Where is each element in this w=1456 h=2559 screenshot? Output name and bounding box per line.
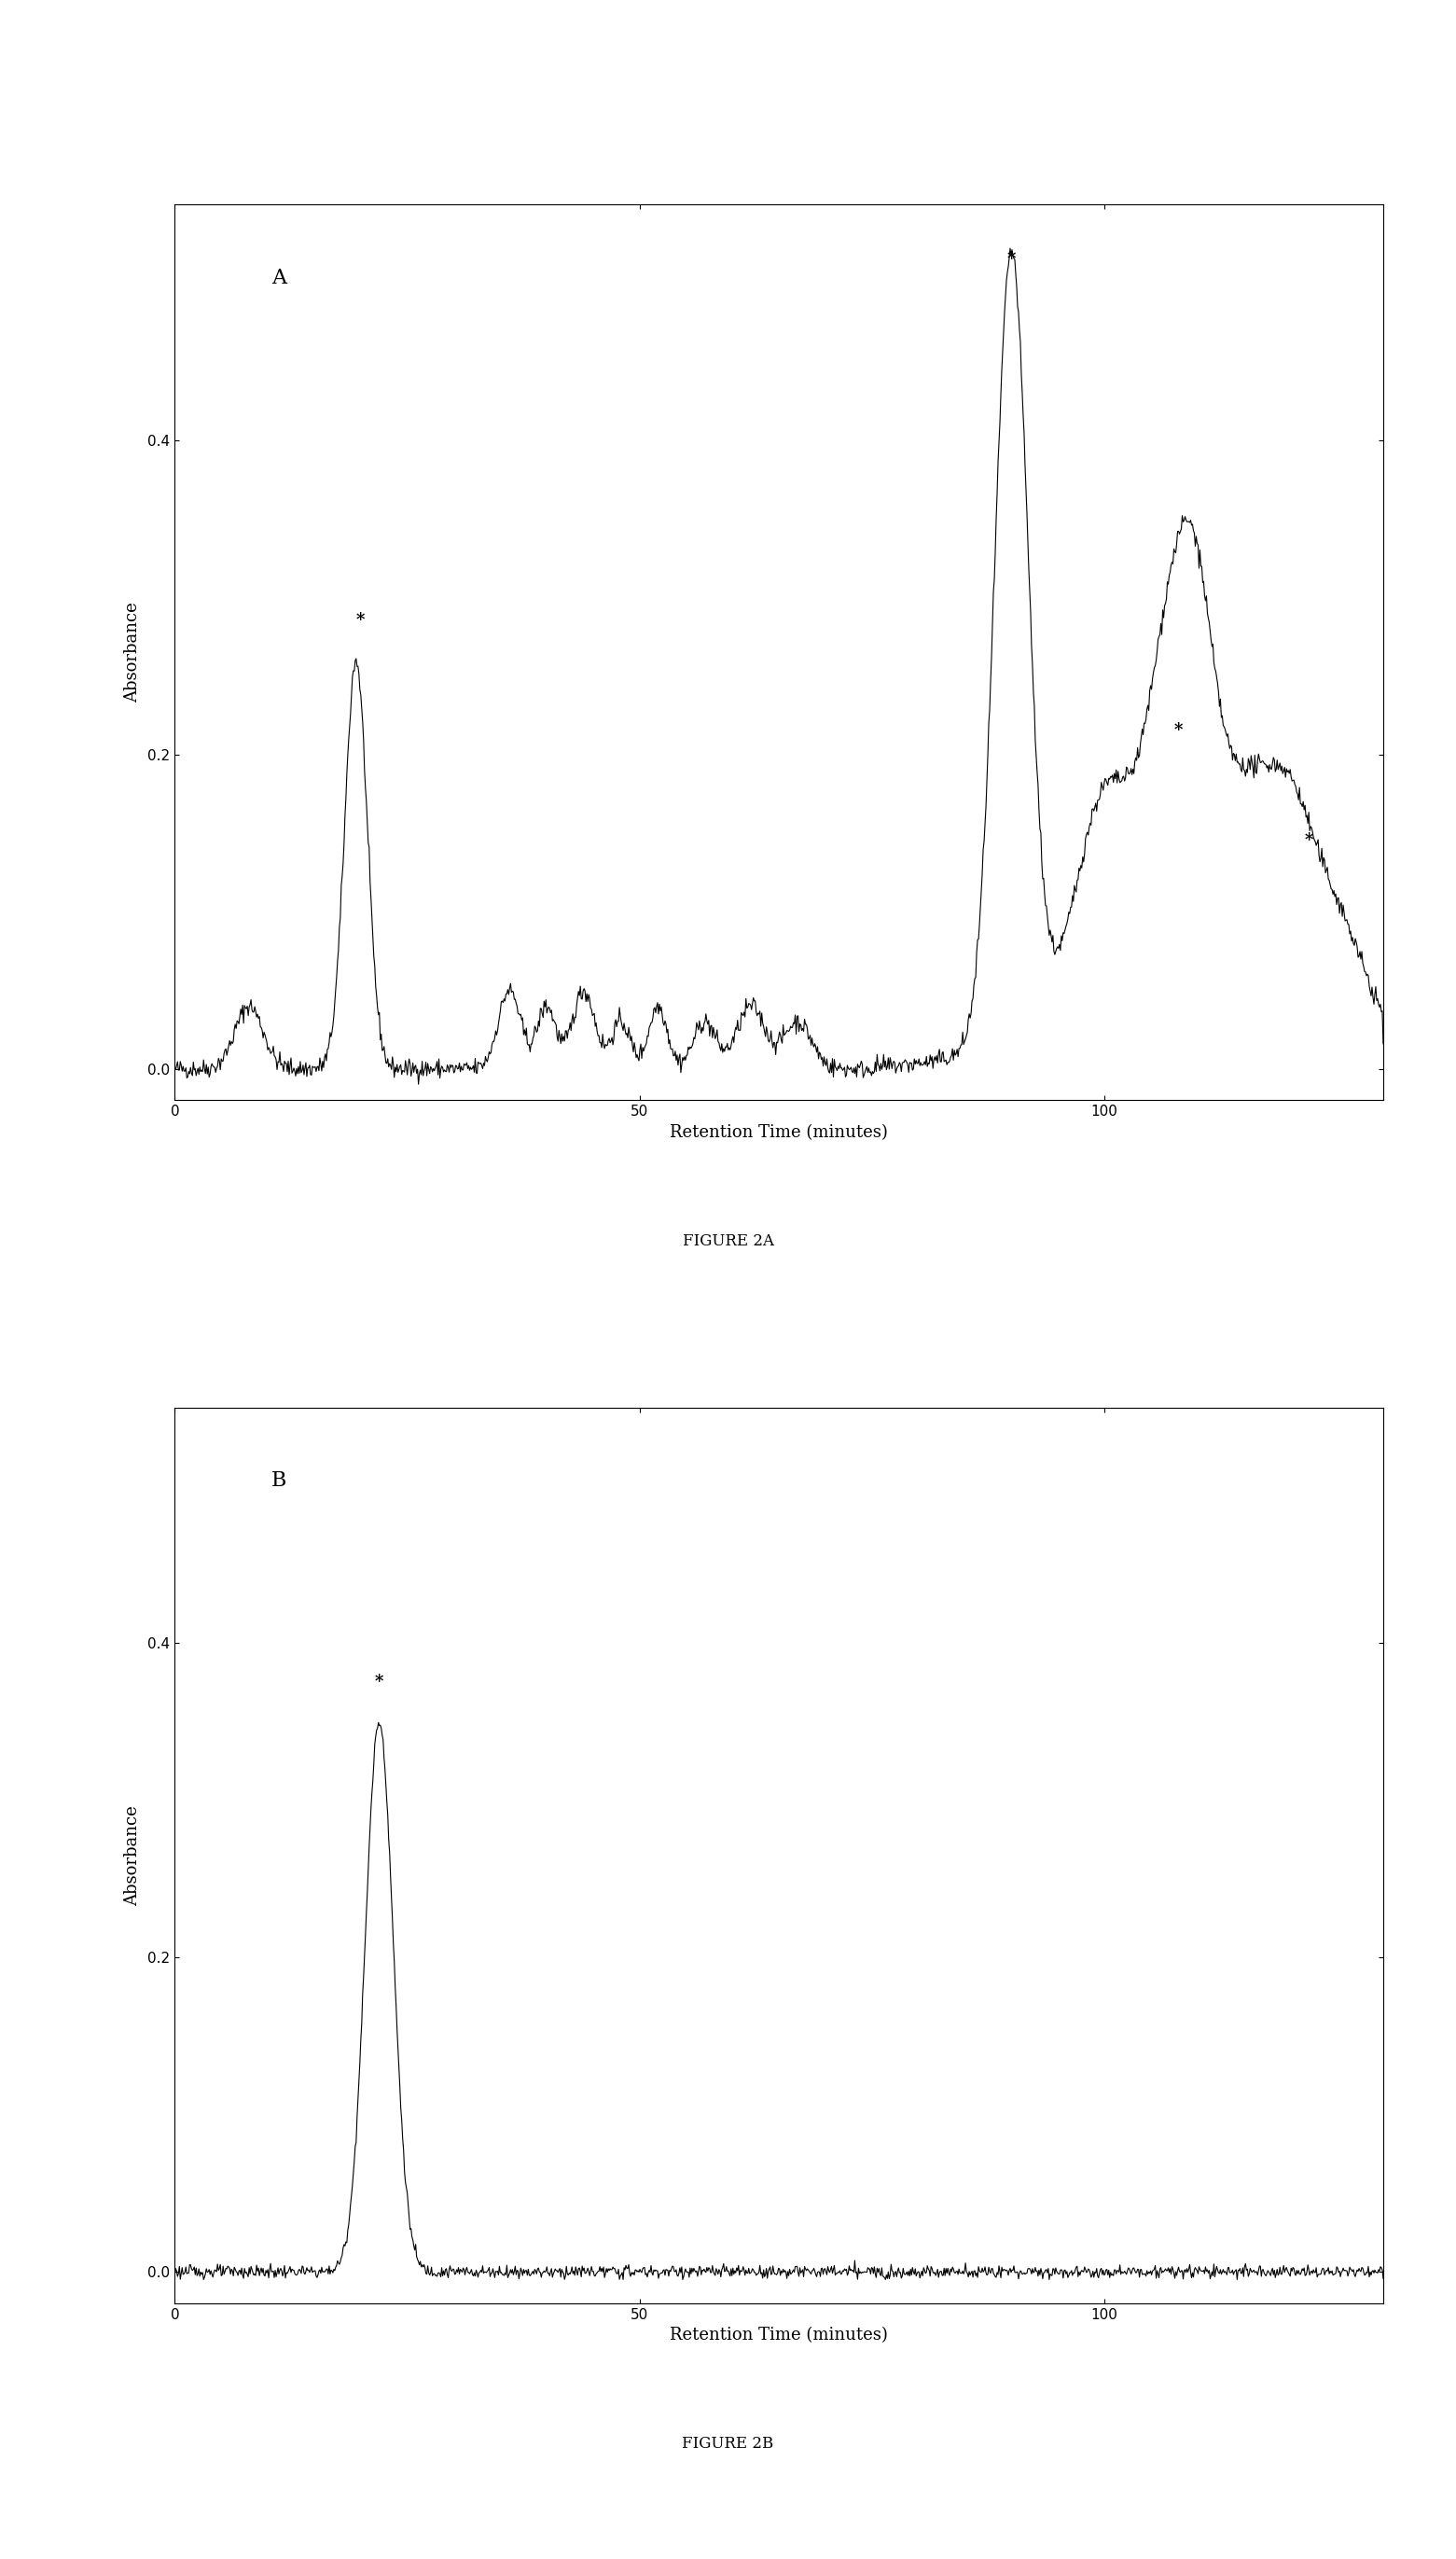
Y-axis label: Absorbance: Absorbance bbox=[124, 1804, 141, 1906]
Text: B: B bbox=[271, 1469, 287, 1492]
Text: *: * bbox=[1175, 722, 1184, 740]
Text: *: * bbox=[357, 612, 365, 630]
Text: *: * bbox=[1008, 251, 1016, 269]
X-axis label: Retention Time (minutes): Retention Time (minutes) bbox=[670, 2326, 888, 2344]
Y-axis label: Absorbance: Absorbance bbox=[124, 601, 141, 704]
Text: *: * bbox=[1305, 832, 1313, 850]
Text: FIGURE 2A: FIGURE 2A bbox=[683, 1233, 773, 1249]
Text: FIGURE 2B: FIGURE 2B bbox=[683, 2436, 773, 2452]
Text: *: * bbox=[374, 1674, 383, 1691]
Text: A: A bbox=[271, 269, 287, 289]
X-axis label: Retention Time (minutes): Retention Time (minutes) bbox=[670, 1123, 888, 1141]
